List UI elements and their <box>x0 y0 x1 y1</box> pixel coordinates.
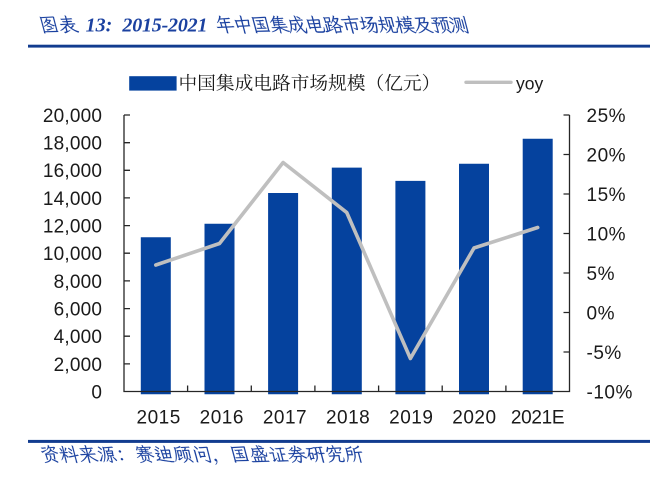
svg-text:2016: 2016 <box>200 408 244 429</box>
svg-text:18,000: 18,000 <box>43 134 102 155</box>
svg-text:2018: 2018 <box>326 408 370 429</box>
svg-text:25%: 25% <box>587 106 627 127</box>
svg-text:2015-2021: 2015-2021 <box>121 15 207 37</box>
svg-text:0%: 0% <box>587 303 615 324</box>
svg-text:16,000: 16,000 <box>43 161 102 182</box>
svg-text:8,000: 8,000 <box>54 272 103 293</box>
svg-text:-10%: -10% <box>587 382 633 403</box>
svg-text:5%: 5% <box>587 264 615 285</box>
svg-text:4,000: 4,000 <box>54 327 103 348</box>
svg-text:2021E: 2021E <box>511 408 564 429</box>
svg-text:6,000: 6,000 <box>54 299 103 320</box>
svg-text:14,000: 14,000 <box>43 189 102 210</box>
svg-text:0: 0 <box>91 382 102 403</box>
svg-text:2017: 2017 <box>263 408 307 429</box>
svg-text:10%: 10% <box>587 224 627 245</box>
svg-text:13:: 13: <box>86 15 113 37</box>
svg-text:-5%: -5% <box>587 343 622 364</box>
svg-text:20,000: 20,000 <box>43 106 102 127</box>
svg-text:2019: 2019 <box>389 408 433 429</box>
svg-text:15%: 15% <box>587 185 627 206</box>
svg-text:2020: 2020 <box>452 408 496 429</box>
svg-text:2015: 2015 <box>137 408 181 429</box>
svg-text:10,000: 10,000 <box>43 244 102 265</box>
svg-text:12,000: 12,000 <box>43 217 102 238</box>
svg-text:2,000: 2,000 <box>54 355 103 376</box>
svg-text:20%: 20% <box>587 145 627 166</box>
svg-text:yoy: yoy <box>516 74 543 94</box>
